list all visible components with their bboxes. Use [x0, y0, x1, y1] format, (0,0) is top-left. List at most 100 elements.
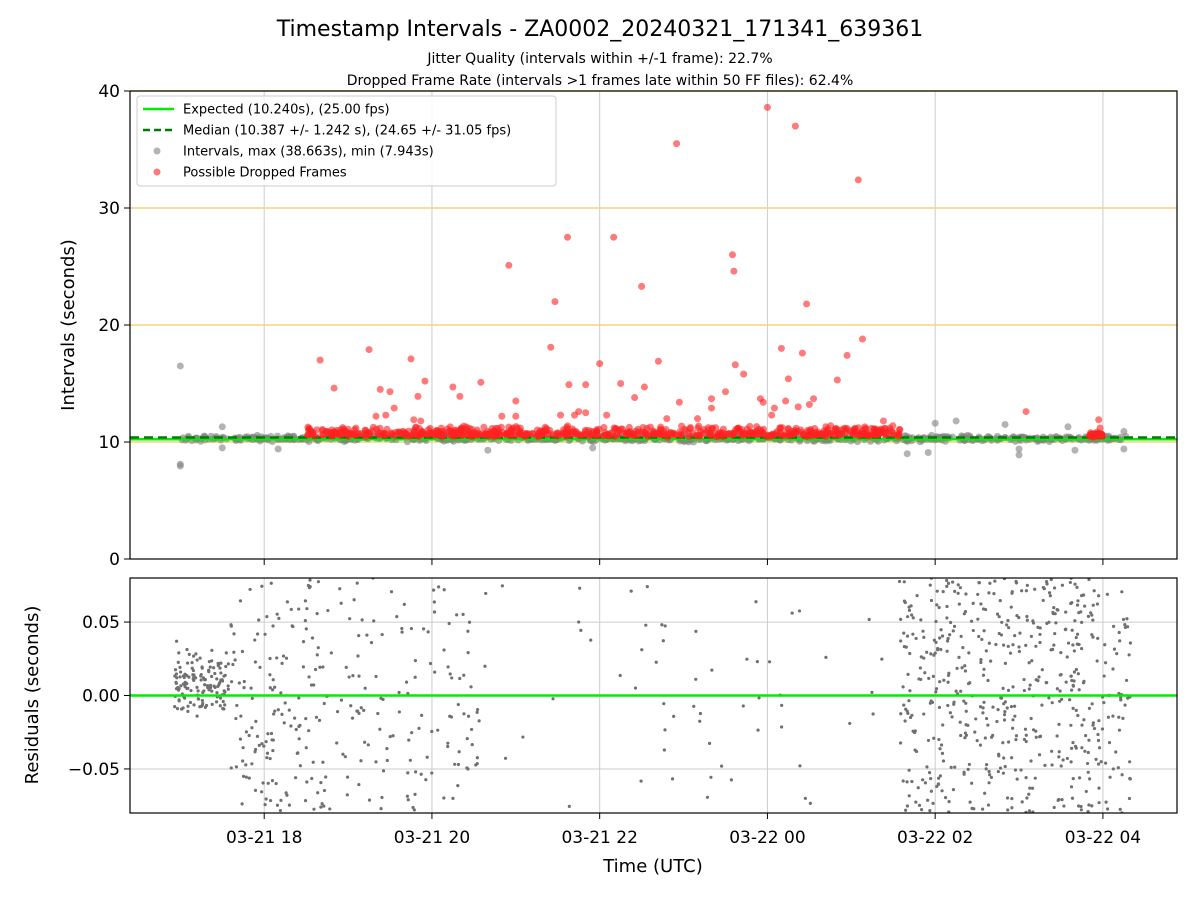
residual-point — [273, 709, 277, 713]
dropped-frame-point — [498, 412, 506, 420]
residual-point — [903, 719, 907, 723]
interval-point — [1015, 451, 1023, 459]
residual-point — [271, 748, 275, 753]
dropped-frame-point — [763, 103, 771, 111]
residual-point — [404, 680, 409, 684]
residual-point — [964, 723, 968, 727]
residual-point — [996, 769, 1000, 774]
residual-point — [307, 729, 311, 733]
residual-point — [1091, 603, 1095, 607]
residual-point — [803, 796, 807, 800]
residual-point — [1045, 621, 1049, 625]
intervals-ytick-label: 20 — [98, 316, 120, 336]
residual-point — [941, 589, 945, 594]
residual-point — [994, 642, 998, 647]
residual-point — [269, 581, 273, 585]
residual-point — [212, 666, 216, 670]
residual-point — [1092, 589, 1096, 593]
residual-point — [867, 617, 871, 622]
interval-point — [176, 362, 184, 370]
residual-point — [242, 679, 246, 684]
residual-point — [918, 666, 922, 670]
dropped-frame-point — [582, 409, 590, 417]
dropped-frame-point — [449, 383, 457, 391]
residual-point — [1075, 603, 1080, 607]
dropped-frame-point — [443, 425, 451, 433]
residual-point — [1080, 646, 1084, 651]
dropped-frame-point — [657, 423, 665, 431]
dropped-frame-point — [365, 346, 373, 354]
residual-point — [258, 665, 262, 669]
residual-point — [1080, 620, 1084, 625]
residual-point — [195, 714, 199, 718]
residual-point — [963, 731, 968, 735]
residual-point — [1074, 635, 1078, 640]
residual-point — [1062, 804, 1066, 808]
residual-point — [229, 766, 233, 770]
residual-point — [469, 727, 474, 732]
residual-point — [283, 701, 287, 705]
residual-point — [1050, 763, 1054, 767]
residual-point — [232, 650, 236, 654]
residual-point — [910, 613, 914, 617]
residual-point — [1013, 633, 1017, 638]
residual-point — [205, 684, 210, 688]
residual-point — [741, 704, 745, 708]
residual-point — [1115, 652, 1119, 656]
legend-dropped-marker — [153, 168, 161, 176]
residual-point — [385, 746, 389, 751]
residual-point — [1091, 721, 1095, 725]
residual-point — [247, 776, 251, 780]
dropped-frame-point — [782, 397, 790, 405]
residual-point — [1073, 582, 1077, 586]
residual-point — [935, 648, 940, 652]
residual-point — [284, 656, 289, 660]
residual-point — [1061, 758, 1065, 762]
residual-point — [1022, 677, 1026, 682]
dropped-frame-point — [541, 426, 549, 434]
residual-point — [1031, 810, 1035, 813]
residual-point — [1127, 653, 1131, 657]
residual-point — [1001, 741, 1005, 745]
residual-point — [174, 687, 179, 691]
residual-point — [408, 758, 412, 762]
residual-point — [996, 708, 1000, 712]
residual-point — [923, 671, 927, 675]
residual-point — [903, 600, 907, 605]
residual-point — [848, 721, 852, 726]
residual-point — [185, 661, 190, 665]
residual-point — [177, 699, 181, 703]
residual-point — [1104, 661, 1108, 665]
residual-point — [319, 805, 323, 809]
residual-point — [293, 776, 298, 780]
residual-point — [450, 676, 454, 680]
residual-point — [1007, 626, 1011, 630]
residual-point — [914, 800, 918, 804]
residual-point — [1010, 797, 1014, 801]
residual-point — [919, 618, 923, 622]
residual-point — [212, 684, 216, 688]
residual-point — [940, 751, 945, 755]
residual-point — [961, 645, 965, 650]
residual-point — [1070, 600, 1074, 605]
residual-point — [979, 660, 983, 665]
residual-point — [992, 591, 996, 596]
residual-point — [216, 684, 220, 688]
residual-point — [1037, 675, 1041, 679]
dropped-frame-point — [344, 430, 352, 438]
residual-point — [1058, 699, 1062, 703]
dropped-frame-point — [708, 424, 716, 432]
dropped-frame-point — [1093, 431, 1101, 439]
residual-point — [998, 599, 1002, 603]
residual-point — [929, 652, 933, 656]
residual-point — [977, 581, 981, 585]
residual-point — [982, 700, 986, 704]
residual-point — [369, 640, 374, 645]
residual-point — [376, 711, 380, 716]
residual-point — [899, 617, 903, 621]
residual-point — [1123, 622, 1127, 627]
residual-point — [1043, 763, 1047, 767]
dropped-frame-point — [564, 233, 572, 241]
residual-point — [430, 771, 434, 775]
dropped-frame-point — [410, 416, 418, 424]
